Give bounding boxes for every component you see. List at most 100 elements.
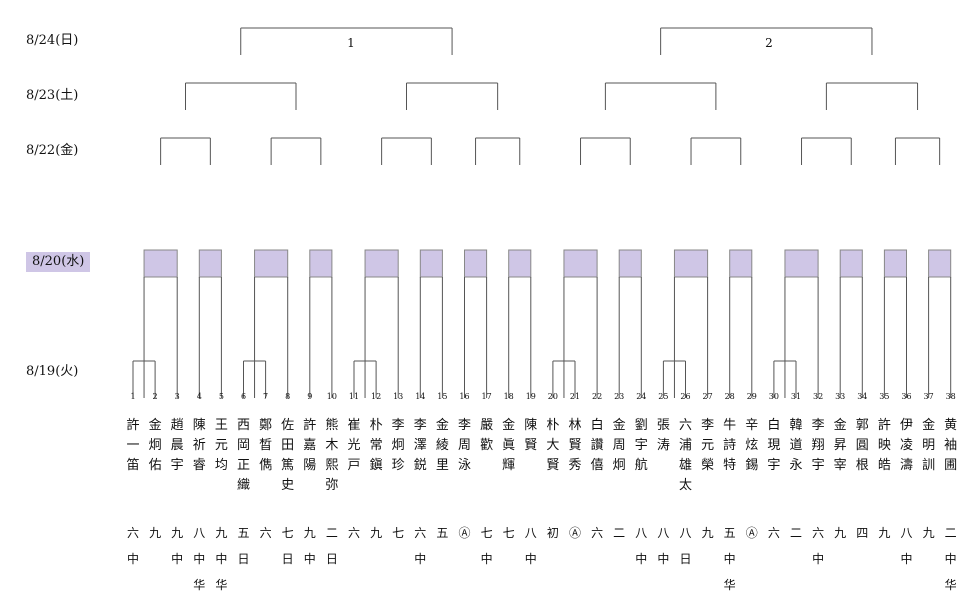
player-name: 牛詩特 [723, 418, 737, 473]
player-rank-country: 九 [834, 526, 847, 540]
round2-box-13 [784, 249, 819, 278]
player-rank-country: 八中 [524, 526, 537, 566]
round2-box-3 [254, 249, 289, 278]
player-name: 嚴歡 [480, 418, 494, 453]
player-seed-number: 12 [371, 392, 382, 401]
player-rank-country: 初 [546, 526, 559, 540]
round2-box-6 [419, 249, 443, 278]
player-rank-country: 七 [392, 526, 405, 540]
player-seed-number: 18 [503, 392, 514, 401]
player-rank-country: 六中 [414, 526, 427, 566]
player-name: 李元榮 [701, 418, 715, 473]
player-rank-country: 九 [149, 526, 162, 540]
round2-box-11 [673, 249, 709, 278]
player-seed-number: 9 [307, 392, 313, 401]
player-rank-country: 九中 [303, 526, 316, 566]
player-rank-country: 七日 [281, 526, 294, 566]
round2-box-7 [464, 249, 488, 278]
player-name: 陳祈睿 [192, 418, 206, 473]
bracket-lines [132, 27, 952, 398]
player-rank-country: 八中华 [193, 526, 206, 592]
player-rank-country: 九 [878, 526, 891, 540]
round2-box-5 [364, 249, 399, 278]
player-seed-number: 16 [459, 392, 470, 401]
player-rank-country: 六中 [812, 526, 825, 566]
round2-box-16 [928, 249, 952, 278]
player-rank-country: 八中 [635, 526, 648, 566]
player-seed-number: 4 [196, 392, 202, 401]
player-name: 金周炯 [612, 418, 626, 473]
player-name: 陳賢 [524, 418, 538, 453]
player-name: 李炯珍 [391, 418, 405, 473]
round2-box-4 [309, 249, 333, 278]
player-name: 許映皓 [877, 418, 891, 473]
player-seed-number: 20 [547, 392, 558, 401]
player-rank-country: 六 [259, 526, 272, 540]
player-name: 李澤鋭 [413, 418, 427, 473]
player-name: 李周泳 [457, 418, 471, 473]
player-name: 崔光戸 [347, 418, 361, 473]
player-rank-country: 九中 [171, 526, 184, 566]
player-name: 金眞輝 [502, 418, 516, 473]
date-label-round1: 8/19(火) [26, 364, 79, 379]
player-seed-number: 26 [680, 392, 691, 401]
player-name: 鄭晳儁 [259, 418, 273, 473]
round2-box-9 [563, 249, 598, 278]
player-rank-country: 九中华 [215, 526, 228, 592]
player-seed-number: 28 [724, 392, 735, 401]
player-name: 金明訓 [922, 418, 936, 473]
player-seed-number: 33 [835, 392, 846, 401]
player-seed-number: 3 [174, 392, 180, 401]
player-name: 李翔宇 [811, 418, 825, 473]
player-seed-number: 32 [813, 392, 824, 401]
player-seed-number: 10 [326, 392, 337, 401]
player-rank-country: 二 [789, 526, 802, 540]
player-seed-number: 25 [658, 392, 669, 401]
player-seed-number: 7 [263, 392, 269, 401]
player-name: 黄袖圃 [944, 418, 958, 473]
player-name: 佐田篤史 [281, 418, 295, 493]
player-name: 許一笛 [126, 418, 140, 473]
player-seed-number: 31 [790, 392, 802, 401]
player-seed-number: 22 [592, 392, 603, 401]
player-seed-number: 13 [393, 392, 404, 401]
player-rank-country: 六 [347, 526, 360, 540]
player-rank-country: 五日 [237, 526, 250, 566]
player-rank-country: 二 [613, 526, 626, 540]
round2-box-1 [143, 249, 178, 278]
player-name: 朴常鎭 [369, 418, 383, 473]
player-seed-number: 38 [945, 392, 956, 401]
round2-box-15 [883, 249, 908, 278]
player-name: 西岡正織 [236, 418, 250, 493]
player-seed-number: 29 [746, 392, 757, 401]
player-rank-country: Ⓐ [745, 526, 758, 540]
player-name: 白讚僖 [590, 418, 604, 473]
player-rank-country: 八中 [900, 526, 913, 566]
player-rank-country: 七中 [480, 526, 493, 566]
player-rank-country: Ⓐ [568, 526, 581, 540]
player-seed-number: 14 [415, 392, 426, 401]
player-seed-number: 37 [923, 392, 934, 401]
player-seed-number: 15 [437, 392, 448, 401]
player-seed-number: 23 [614, 392, 625, 401]
player-name: 劉宇航 [634, 418, 648, 473]
player-name: 金綾里 [435, 418, 449, 473]
player-seed-number: 8 [285, 392, 291, 401]
player-seed-number: 34 [857, 392, 868, 401]
player-seed-number: 5 [218, 392, 224, 401]
player-name: 金昇宰 [833, 418, 847, 473]
date-label-semifinal: 8/23(土) [26, 88, 79, 103]
round2-box-10 [618, 249, 642, 278]
date-label-round2: 8/20(水) [26, 252, 91, 272]
player-seed-number: 36 [901, 392, 912, 401]
player-rank-country: 五中华 [723, 526, 736, 592]
date-label-quarterfinal: 8/22(金) [26, 143, 79, 158]
player-rank-country: 八日 [679, 526, 692, 566]
player-seed-number: 24 [636, 392, 647, 401]
player-rank-country: 七 [502, 526, 515, 540]
tournament-bracket: 8/24(日) 8/23(土) 8/22(金) 8/20(水) 8/19(火) … [26, 27, 958, 592]
player-seed-number: 27 [702, 392, 713, 401]
player-seed-number: 11 [348, 392, 360, 401]
player-rank-country: Ⓐ [458, 526, 471, 540]
player-rank-country: 四 [856, 526, 869, 540]
